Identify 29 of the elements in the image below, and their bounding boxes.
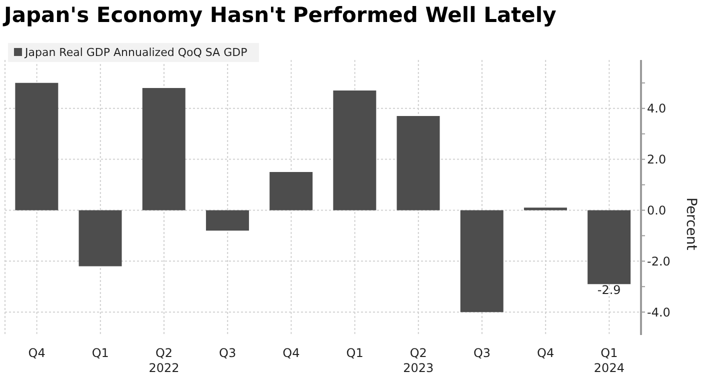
x-tick-label: Q2 2022 bbox=[148, 346, 180, 375]
y-axis-title: Percent bbox=[683, 198, 700, 251]
bar bbox=[460, 210, 504, 312]
y-tick-label: 4.0 bbox=[647, 102, 666, 116]
bar bbox=[15, 82, 58, 210]
chart-title: Japan's Economy Hasn't Performed Well Lately bbox=[2, 2, 558, 29]
y-tick-label: 0.0 bbox=[647, 203, 666, 218]
bar bbox=[524, 208, 567, 210]
x-tick-label: Q3 bbox=[219, 346, 236, 360]
bar bbox=[78, 210, 122, 266]
x-tick-label: Q4 bbox=[28, 346, 46, 360]
bar bbox=[588, 210, 631, 284]
bar bbox=[270, 172, 313, 210]
bar bbox=[206, 210, 249, 231]
y-tick-label: 2.0 bbox=[647, 152, 666, 167]
x-tick-label: Q1 bbox=[346, 346, 364, 360]
bar bbox=[333, 90, 376, 210]
x-tick-label: Q3 bbox=[473, 346, 491, 360]
x-tick-label: Q2 2023 bbox=[403, 346, 434, 375]
y-tick-label: -4.0 bbox=[647, 305, 670, 320]
bar bbox=[142, 88, 186, 210]
legend-label: Japan Real GDP Annualized QoQ SA GDP bbox=[24, 46, 248, 59]
bar bbox=[396, 116, 440, 210]
x-tick-label: Q4 bbox=[282, 346, 300, 360]
data-label: -2.9 bbox=[597, 283, 621, 298]
x-tick-label: Q1 bbox=[92, 346, 109, 360]
x-tick-label: Q4 bbox=[537, 346, 554, 360]
x-tick-label: Q1 2024 bbox=[594, 346, 624, 375]
y-tick-label: -2.0 bbox=[647, 254, 670, 268]
